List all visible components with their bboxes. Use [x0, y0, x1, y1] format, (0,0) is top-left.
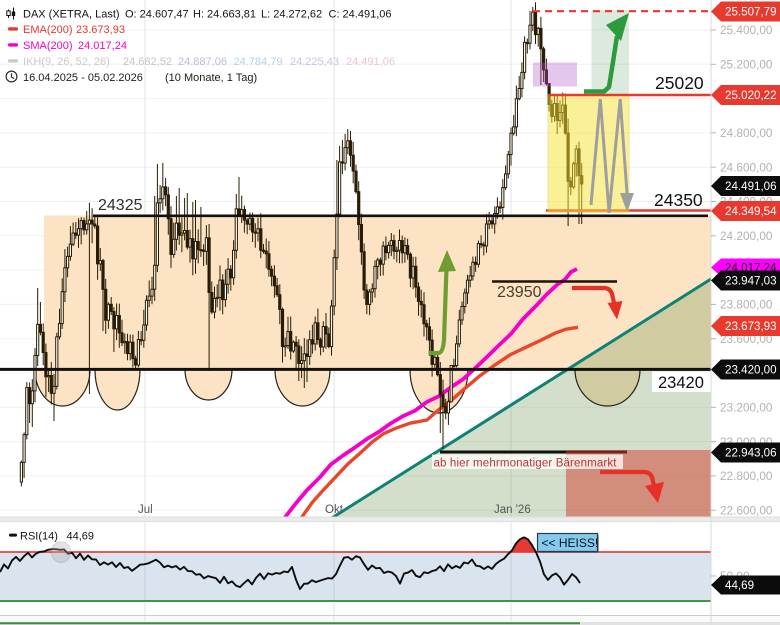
svg-text:23.673,93: 23.673,93 — [725, 320, 777, 333]
svg-text:24.600,00: 24.600,00 — [720, 160, 773, 174]
svg-text:25.400,00: 25.400,00 — [720, 23, 773, 37]
svg-text:24.225,43: 24.225,43 — [290, 56, 339, 68]
svg-text:<< HEISS!: << HEISS! — [542, 536, 599, 550]
svg-text:24.800,00: 24.800,00 — [720, 126, 773, 140]
svg-text:24.491,06: 24.491,06 — [725, 180, 777, 193]
svg-text:H: 24.663,81: H: 24.663,81 — [193, 9, 256, 21]
svg-text:SMA(200): SMA(200) — [23, 40, 73, 52]
svg-text:RSI(14): RSI(14) — [20, 531, 58, 543]
svg-text:24.491,06: 24.491,06 — [346, 56, 395, 68]
svg-text:24325: 24325 — [98, 197, 143, 214]
svg-text:EMA(200): EMA(200) — [23, 24, 73, 36]
svg-text:24.200,00: 24.200,00 — [720, 229, 773, 243]
svg-text:16.04.2025 - 05.02.2026: 16.04.2025 - 05.02.2026 — [23, 72, 143, 84]
svg-text:24.017,24: 24.017,24 — [78, 40, 127, 52]
svg-text:DAX (XETRA, Last): DAX (XETRA, Last) — [23, 9, 120, 21]
svg-text:O: 24.607,47: O: 24.607,47 — [125, 9, 189, 21]
svg-text:25020: 25020 — [655, 73, 704, 93]
svg-text:23420: 23420 — [658, 374, 704, 392]
svg-text:24.682,52: 24.682,52 — [123, 56, 172, 68]
svg-text:22.600,00: 22.600,00 — [720, 503, 773, 517]
svg-text:Okt: Okt — [325, 504, 344, 516]
svg-text:44,69: 44,69 — [725, 579, 754, 592]
svg-text:22.800,00: 22.800,00 — [720, 469, 773, 483]
svg-text:L: 24.272,62: L: 24.272,62 — [261, 9, 322, 21]
svg-text:C: 24.491,06: C: 24.491,06 — [329, 9, 392, 21]
svg-text:23.673,93: 23.673,93 — [76, 24, 125, 36]
svg-text:23.200,00: 23.200,00 — [720, 401, 773, 415]
svg-text:22.943,06: 22.943,06 — [725, 447, 777, 460]
svg-text:(10 Monate, 1 Tag): (10 Monate, 1 Tag) — [165, 72, 257, 84]
svg-text:25.507,79: 25.507,79 — [725, 6, 777, 19]
svg-text:24.349,54: 24.349,54 — [725, 205, 777, 218]
svg-text:Jan '26: Jan '26 — [494, 504, 531, 516]
svg-text:25.200,00: 25.200,00 — [720, 58, 773, 72]
svg-text:23950: 23950 — [497, 284, 542, 301]
svg-text:24350: 24350 — [654, 190, 703, 210]
svg-text:ab hier mehrmonatiger Bärenmar: ab hier mehrmonatiger Bärenmarkt — [434, 458, 618, 470]
svg-text:24.887,06: 24.887,06 — [178, 56, 227, 68]
svg-text:24.784,79: 24.784,79 — [234, 56, 283, 68]
svg-text:25.020,22: 25.020,22 — [725, 89, 777, 102]
svg-text:23.947,03: 23.947,03 — [725, 275, 777, 288]
svg-text:44,69: 44,69 — [67, 531, 95, 543]
svg-text:IKH(9, 26, 52, 26): IKH(9, 26, 52, 26) — [23, 56, 110, 68]
svg-text:23.800,00: 23.800,00 — [720, 298, 773, 312]
svg-text:23.420,00: 23.420,00 — [725, 364, 777, 377]
svg-text:Jul: Jul — [138, 504, 153, 516]
